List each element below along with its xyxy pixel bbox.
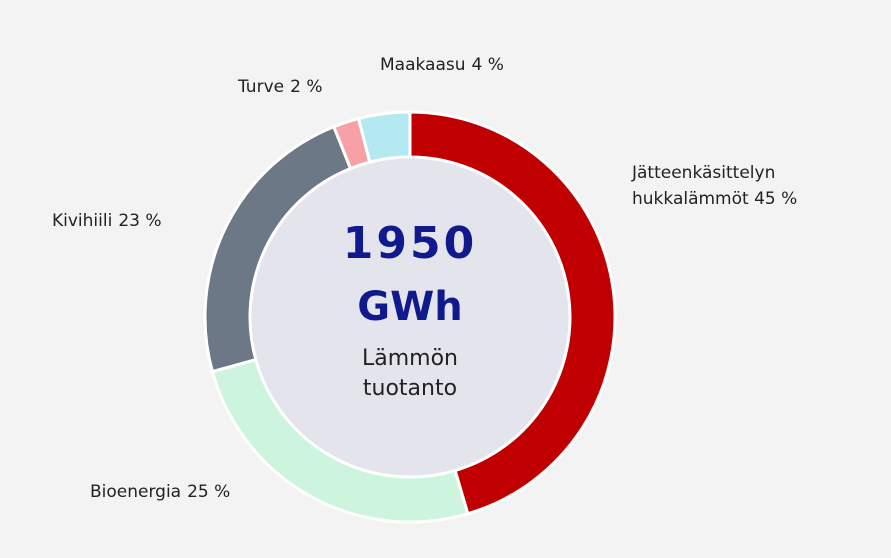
category-label-cont: hukkalämmöt xyxy=(632,189,754,209)
value-label: 23 % xyxy=(118,211,161,231)
value-label: 45 % xyxy=(754,189,797,209)
chart: Jätteenkäsittelyn hukkalämmöt 45 % Bioener… xyxy=(0,0,891,558)
segment-label: Kivihiili 23 % xyxy=(52,211,162,231)
segment-label: Bioenergia 25 % xyxy=(90,482,230,502)
segment-label: Turve 2 % xyxy=(237,77,322,97)
category-label: Bioenergia xyxy=(90,482,181,502)
center-unit: GWh xyxy=(357,284,462,330)
segment-label: Maakaasu 4 % xyxy=(380,55,504,75)
category-label: Turve xyxy=(237,77,284,97)
value-label: 25 % xyxy=(187,482,230,502)
center-label-line: Lämmön xyxy=(362,346,458,371)
category-label: Jätteenkäsittelyn xyxy=(631,163,775,183)
value-label: 2 % xyxy=(290,77,322,97)
value-label: 4 % xyxy=(472,55,504,75)
category-label: Maakaasu xyxy=(380,55,466,75)
center-value: 1950 xyxy=(343,218,477,269)
category-label: Kivihiili xyxy=(52,211,112,231)
center-label-line: tuotanto xyxy=(363,376,457,401)
